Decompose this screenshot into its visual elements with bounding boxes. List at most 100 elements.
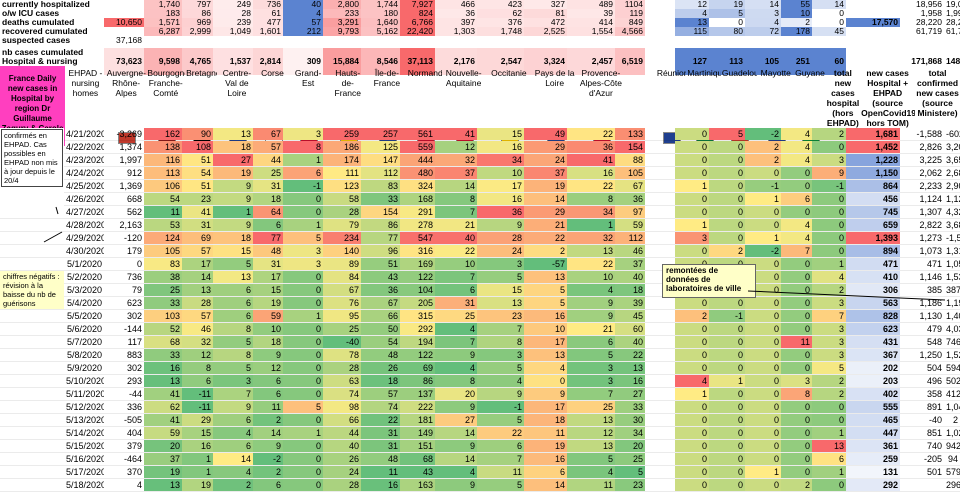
value-cell: -40 — [323, 335, 361, 349]
table-row: 5/5/2020 302 103 57 6 59 1 95 66 315 25 23 16 9 45 2 -1 0… — [0, 309, 960, 323]
table-row: 4/30/2020 179 105 57 15 48 3 140 96 316 22 24 2 13 46 0… — [0, 244, 960, 258]
value-cell: 9 — [435, 348, 477, 362]
summary-cell: 249 — [213, 0, 254, 9]
value-cell: 202 — [846, 361, 900, 375]
value-cell: 7 — [477, 322, 524, 336]
value-cell: 0 — [745, 166, 781, 180]
value-cell: 0 — [709, 322, 745, 336]
value-cell: 14 — [253, 426, 283, 440]
value-cell: 1 — [283, 153, 323, 167]
value-cell: 28 — [477, 231, 524, 245]
value-cell: 3,201 — [944, 140, 960, 154]
value-cell: 10 — [435, 257, 477, 271]
value-cell: 0 — [675, 128, 709, 141]
summary-cell: 40 — [283, 0, 324, 9]
summary-label: currently hospitalized — [2, 0, 90, 9]
value-cell — [645, 374, 675, 388]
summary-lead-value — [104, 9, 144, 18]
value-cell: 6 — [524, 465, 567, 479]
value-cell: 9 — [435, 478, 477, 492]
value-cell: 168 — [400, 192, 435, 206]
value-cell: 5 — [567, 452, 615, 466]
value-cell: 746 — [944, 335, 960, 349]
value-cell: 16 — [361, 478, 400, 492]
note-negative-text: chiffres négatifs : révision à la baisse… — [3, 272, 60, 308]
value-cell: 412 — [944, 387, 960, 401]
value-cell: 480 — [400, 166, 435, 180]
value-cell: 5 — [477, 413, 524, 427]
value-cell: 90 — [182, 128, 213, 141]
value-cell: 3 — [213, 374, 253, 388]
value-cell: 113 — [144, 166, 182, 180]
value-cell: 18 — [524, 413, 567, 427]
value-cell: 14 — [182, 270, 213, 284]
summary-cell: 1,748 — [477, 27, 525, 36]
value-cell: 17 — [524, 335, 567, 349]
value-cell: 2,826 — [900, 140, 944, 154]
value-cell: 84 — [323, 270, 361, 284]
value-cell: 1 — [283, 218, 323, 232]
value-cell — [645, 296, 675, 310]
value-cell: 34 — [567, 205, 615, 219]
table-row: 5/18/2020 4 13 19 2 6 0 28 16 163 9 5 14 11 23 0 0 0 2 0 292… — [0, 478, 960, 492]
value-cell: 7 — [567, 387, 615, 401]
value-cell: 2,233 — [900, 179, 944, 193]
value-cell: 17 — [477, 179, 524, 193]
value-cell: 147 — [361, 153, 400, 167]
value-cell: 12 — [435, 140, 477, 154]
table-row: 5/3/202079251361506736104615541800002306… — [0, 283, 960, 297]
value-cell: 5 — [567, 348, 615, 362]
date-cell: 4/23/2020 — [64, 153, 104, 167]
value-cell: 0 — [283, 270, 323, 284]
value-cell: 54 — [182, 166, 213, 180]
value-cell: 0 — [812, 400, 846, 414]
value-cell: 2,685 — [944, 166, 960, 180]
value-cell: 77 — [253, 231, 283, 245]
value-cell — [645, 153, 675, 167]
value-cell: 25 — [567, 400, 615, 414]
value-cell: 0 — [745, 413, 781, 427]
value-cell: 0 — [812, 413, 846, 427]
value-cell: 194 — [400, 335, 435, 349]
summary-cell — [144, 36, 182, 45]
value-cell: -144 — [104, 322, 144, 336]
value-cell: 18 — [213, 140, 253, 154]
value-cell: 0 — [675, 322, 709, 336]
value-cell: 0 — [781, 257, 812, 271]
value-cell — [645, 309, 675, 323]
value-cell: 6 — [213, 413, 253, 427]
value-cell: 13 — [477, 296, 524, 310]
value-cell: 259 — [846, 452, 900, 466]
summary-label: o/w ICU cases — [2, 9, 60, 18]
value-cell: 137 — [400, 387, 435, 401]
value-cell: 0 — [709, 205, 745, 219]
value-cell: 69 — [400, 361, 435, 375]
value-cell: 1 — [745, 192, 781, 206]
summary-cell: 180 — [361, 9, 401, 18]
value-cell: 3 — [477, 348, 524, 362]
value-cell: 5 — [615, 465, 645, 479]
value-cell: 169 — [400, 257, 435, 271]
summary-cell: 309 — [283, 48, 324, 75]
value-cell: 479 — [900, 322, 944, 336]
value-cell: 78 — [323, 348, 361, 362]
value-cell: 456 — [846, 192, 900, 206]
value-cell: 0 — [781, 296, 812, 310]
value-cell: 555 — [846, 400, 900, 414]
value-cell: 0 — [709, 439, 745, 453]
value-cell: 0 — [781, 452, 812, 466]
table-row: 5/7/2020 117 68 32 5 18 0 -40 54 194 7 8 17 6 40 0 0 0 11 3… — [0, 335, 960, 349]
summary-cell — [435, 36, 477, 45]
value-cell: 18 — [361, 374, 400, 388]
value-cell: 15 — [477, 128, 524, 141]
value-cell — [645, 426, 675, 440]
value-cell: 36 — [361, 283, 400, 297]
value-cell — [645, 348, 675, 362]
value-cell: 292 — [846, 478, 900, 492]
value-cell: 471 — [846, 257, 900, 271]
value-cell — [645, 218, 675, 232]
summary-cell — [400, 36, 435, 45]
summary-cell: 37,113 — [400, 48, 436, 75]
summary-row: suspected cases 37,168 — [0, 36, 960, 45]
table-row: confirmés en EHPAD. Cas possibles en EHP… — [0, 128, 960, 219]
